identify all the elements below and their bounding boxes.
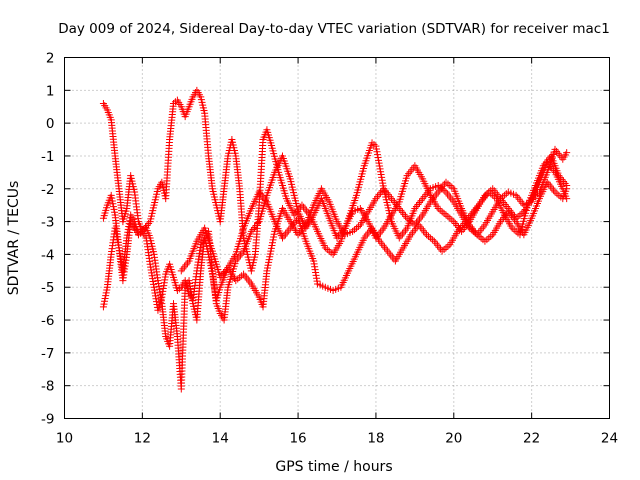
- data-point: [555, 191, 563, 199]
- data-point: [379, 179, 387, 187]
- data-point: [444, 242, 452, 250]
- series-3: [99, 178, 571, 314]
- data-point: [483, 236, 491, 244]
- data-point: [475, 232, 483, 240]
- x-tick-label: 18: [367, 431, 384, 447]
- data-point: [375, 159, 383, 167]
- data-point: [352, 224, 360, 232]
- data-point: [236, 273, 244, 281]
- data-point: [378, 173, 386, 181]
- data-point: [510, 226, 518, 234]
- data-point: [374, 153, 382, 161]
- chart-title: Day 009 of 2024, Sidereal Day-to-day VTE…: [58, 21, 610, 37]
- y-tick-label: -7: [41, 346, 54, 362]
- data-point: [354, 223, 362, 231]
- data-point: [481, 237, 489, 245]
- data-point: [372, 145, 380, 153]
- x-tick-label: 20: [445, 431, 462, 447]
- data-point: [516, 211, 524, 219]
- series-4: [177, 152, 571, 295]
- data-point: [379, 182, 387, 190]
- data-point: [444, 213, 452, 221]
- series-1: [99, 86, 571, 275]
- data-point: [436, 206, 444, 214]
- data-point: [440, 209, 448, 217]
- x-tick-label: 10: [56, 431, 73, 447]
- data-point: [373, 148, 381, 156]
- data-point: [502, 190, 510, 198]
- y-axis: -9 -8 -7 -6 -5 -4 -3 -2 -1 0 1 2: [41, 51, 610, 428]
- data-point: [377, 171, 385, 179]
- y-tick-label: -6: [41, 313, 54, 329]
- data-point: [375, 156, 383, 164]
- plot-frame: [64, 57, 610, 419]
- data-point: [446, 214, 454, 222]
- x-tick-label: 12: [134, 431, 151, 447]
- y-tick-label: 1: [46, 83, 55, 99]
- x-axis-label: GPS time / hours: [275, 459, 392, 475]
- data-point: [442, 244, 450, 252]
- data-point: [377, 168, 385, 176]
- data-point: [426, 234, 434, 242]
- data-point: [376, 165, 384, 173]
- x-tick-label: 22: [523, 431, 540, 447]
- x-tick-label: 24: [601, 431, 618, 447]
- data-point: [448, 216, 456, 224]
- data-point: [485, 234, 493, 242]
- data-point: [424, 232, 432, 240]
- data-point: [428, 236, 436, 244]
- y-tick-label: -5: [41, 280, 54, 296]
- y-tick-label: 2: [46, 51, 55, 67]
- data-point: [446, 181, 454, 189]
- x-tick-label: 16: [289, 431, 306, 447]
- data-point: [378, 176, 386, 184]
- data-point: [323, 245, 331, 253]
- y-tick-label: -8: [41, 379, 54, 395]
- y-axis-label: SDTVAR / TECUs: [6, 181, 22, 296]
- y-tick-label: -1: [41, 149, 54, 165]
- data-point: [563, 149, 571, 157]
- data-points: [99, 86, 571, 393]
- y-tick-label: -3: [41, 215, 54, 231]
- data-point: [487, 232, 495, 240]
- y-tick-label: -4: [41, 247, 54, 263]
- y-tick-label: -2: [41, 182, 54, 198]
- x-axis: 10 12 14 16 18 20 22 24: [56, 57, 618, 447]
- data-point: [563, 181, 571, 189]
- data-point: [442, 211, 450, 219]
- y-tick-label: 0: [46, 116, 55, 132]
- data-point: [372, 142, 380, 150]
- y-tick-label: -9: [41, 412, 54, 428]
- data-point: [438, 208, 446, 216]
- x-tick-label: 14: [212, 431, 229, 447]
- data-point: [376, 162, 384, 170]
- data-point: [553, 190, 561, 198]
- data-point: [373, 151, 381, 159]
- data-point: [325, 247, 333, 255]
